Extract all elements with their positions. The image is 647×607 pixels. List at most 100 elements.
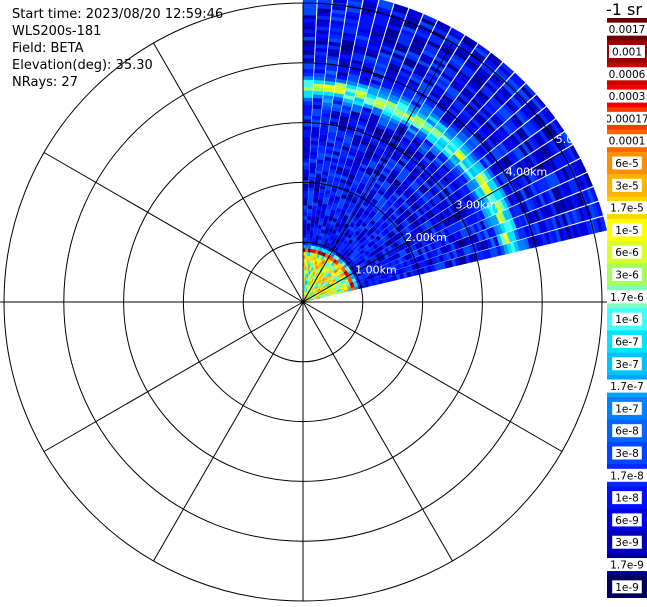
data-gate	[305, 247, 309, 253]
colorbar-label-bg	[612, 401, 642, 415]
ppi-plot: 1.00km 2.00km 3.00km 4.00km 5.00km	[0, 0, 607, 602]
colorbar-label: 0.001	[612, 46, 642, 58]
azimuth-spoke	[302, 42, 453, 303]
data-gate	[583, 172, 593, 188]
data-gate	[302, 25, 316, 30]
colorbar-label: 1.7e-9	[610, 560, 644, 572]
colorbar-label: 1e-5	[615, 225, 639, 237]
data-gate	[307, 201, 313, 206]
data-gate	[543, 106, 556, 121]
colorbar-label: 1e-9	[615, 582, 639, 594]
colorbar-label-bg	[612, 424, 642, 438]
data-gate	[302, 204, 308, 210]
data-gate	[307, 194, 314, 199]
nrays-label: NRays: 27	[12, 75, 78, 90]
data-gate	[302, 212, 308, 217]
info-panel: Start time: 2023/08/20 12:59:46 WLS200s-…	[12, 6, 223, 91]
data-gate	[302, 183, 309, 188]
data-gate	[436, 20, 451, 31]
colorbar-label-bg	[612, 178, 642, 192]
data-gate	[302, 197, 308, 202]
data-gate	[305, 237, 310, 242]
elevation-label: Elevation(deg): 35.30	[12, 58, 153, 73]
colorbar-label-bg	[607, 558, 647, 572]
data-gate	[302, 0, 317, 2]
data-gate	[302, 143, 311, 149]
data-gate	[589, 187, 599, 202]
data-gate	[302, 115, 312, 120]
data-gate	[302, 43, 315, 48]
colorbar-label: 1e-8	[615, 493, 639, 505]
data-gate	[302, 140, 311, 145]
data-gate	[302, 64, 314, 70]
colorbar-label: 1e-7	[615, 403, 639, 415]
data-gate	[302, 82, 314, 88]
data-gate	[305, 233, 310, 238]
data-gate	[463, 35, 478, 47]
colorbar-label: 1.7e-7	[610, 381, 644, 393]
start-time-label: Start time: 2023/08/20 12:59:46	[12, 7, 224, 22]
polar-grid	[0, 2, 607, 602]
data-gate	[302, 97, 313, 102]
colorbar-label-bg	[612, 312, 642, 326]
azimuth-spoke	[43, 301, 304, 452]
colorbar-label-bg	[612, 580, 642, 594]
data-gate	[302, 158, 310, 163]
data-gate	[310, 223, 315, 228]
data-gate	[488, 52, 503, 65]
colorbar-label: 0.0003	[609, 91, 646, 103]
colorbar-label: 1.7e-8	[610, 470, 644, 482]
colorbar-label-bg	[607, 111, 647, 125]
data-gate	[302, 208, 308, 213]
azimuth-spoke	[302, 301, 453, 562]
data-gate	[561, 131, 573, 147]
colorbar-label: 0.0017	[609, 24, 646, 36]
data-gate	[302, 194, 309, 199]
data-gate	[302, 50, 315, 55]
data-gate	[302, 54, 315, 59]
colorbar-label: 3e-7	[615, 359, 639, 371]
colorbar-label-bg	[612, 491, 642, 505]
colorbar-label: 3e-6	[615, 270, 639, 282]
ring-labels: 1.00km 2.00km 3.00km 4.00km 5.00km	[355, 133, 597, 276]
colorbar-label: 3e-8	[615, 448, 639, 460]
colorbar-label: 0.0006	[609, 69, 646, 81]
ring-label: 4.00km	[506, 166, 548, 179]
data-gate	[512, 72, 526, 86]
data-gate	[307, 204, 313, 210]
colorbar-label: 1e-6	[615, 314, 639, 326]
data-gate	[552, 119, 565, 134]
data-gate	[302, 107, 312, 113]
data-gate	[533, 94, 547, 109]
ring-label: 1.00km	[355, 263, 397, 276]
data-gate	[306, 230, 311, 235]
colorbar-label-bg	[607, 67, 647, 81]
colorbar-label-bg	[607, 89, 647, 103]
data-gate	[306, 219, 312, 224]
data-gate	[302, 154, 310, 159]
data-gate	[308, 237, 313, 242]
data-gate	[302, 133, 311, 138]
data-gate	[302, 215, 308, 220]
data-gate	[302, 68, 314, 73]
data-gate	[302, 179, 309, 184]
data-gate	[302, 111, 312, 116]
data-gate	[302, 104, 313, 109]
data-gate	[599, 216, 607, 232]
data-gate	[308, 176, 316, 181]
data-gate	[408, 8, 423, 18]
data-gate	[302, 86, 313, 91]
data-gate	[500, 62, 515, 75]
data-gate	[302, 168, 310, 174]
data-gate	[307, 197, 314, 203]
data-gate	[523, 83, 536, 97]
data-gate	[309, 169, 316, 174]
colorbar-label-bg	[609, 44, 645, 58]
colorbar-label-bg	[612, 223, 642, 237]
data-gate	[302, 226, 307, 231]
data-gate	[302, 47, 315, 52]
data-gate	[302, 129, 311, 134]
data-gate	[450, 27, 465, 38]
data-gate	[302, 172, 310, 177]
data-gate	[302, 165, 310, 170]
